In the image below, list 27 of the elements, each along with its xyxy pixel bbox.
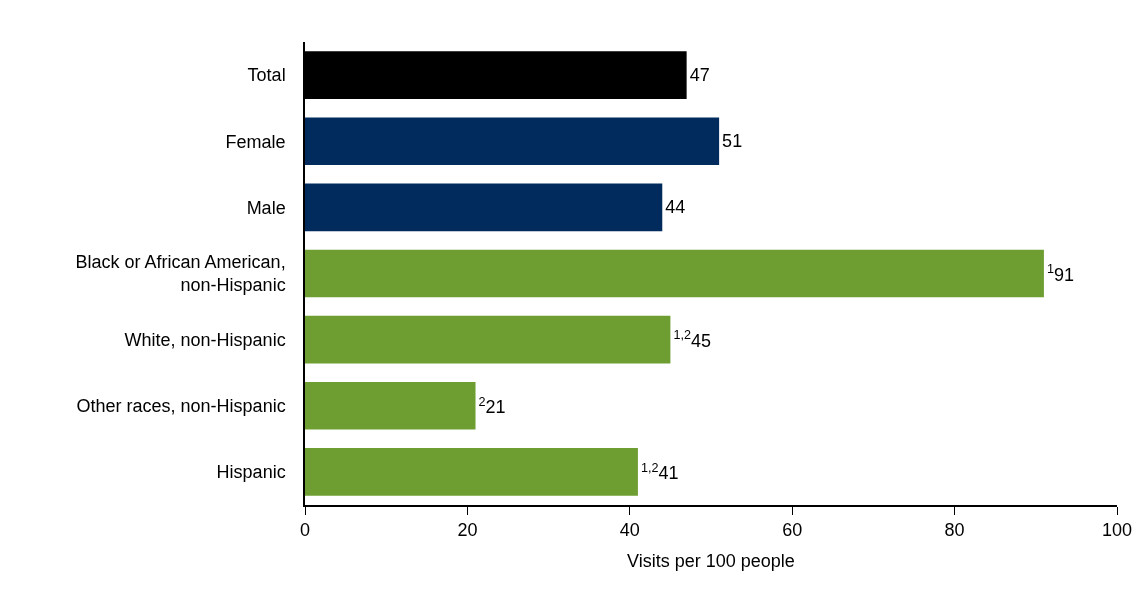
y-tick-label: Total [247,65,286,86]
x-tick-label: 100 [1101,520,1133,541]
x-tick-label: 20 [457,520,478,541]
y-tick-label: White, non-Hispanic [124,329,286,350]
x-tick-label: 40 [619,520,640,541]
bar [305,381,476,430]
data-label: $^{1,2}$45 [673,328,711,351]
y-tick-label: Black or African American, non-Hispanic [75,252,286,296]
data-label: 47 [689,65,710,86]
bar [305,315,671,364]
y-tick-label: Hispanic [216,462,286,483]
y-tick-label: Male [246,197,286,218]
x-tick-label: 0 [299,520,311,541]
y-tick-label: Female [225,131,286,152]
data-label: 44 [665,197,686,218]
data-label: $^{1,2}$41 [640,460,679,484]
bar [305,249,1044,298]
bar [305,183,663,232]
data-label: $^{2}$21 [478,394,506,418]
x-tick-label: 80 [944,520,965,541]
data-label: 51 [722,131,743,152]
x-tick-label: 60 [782,520,803,541]
y-tick-label: Other races, non-Hispanic [76,396,286,417]
x-axis-title: Visits per 100 people [627,550,795,571]
bar [305,448,638,496]
bar [305,117,720,166]
data-label: $^{1}$91 [1046,262,1074,285]
